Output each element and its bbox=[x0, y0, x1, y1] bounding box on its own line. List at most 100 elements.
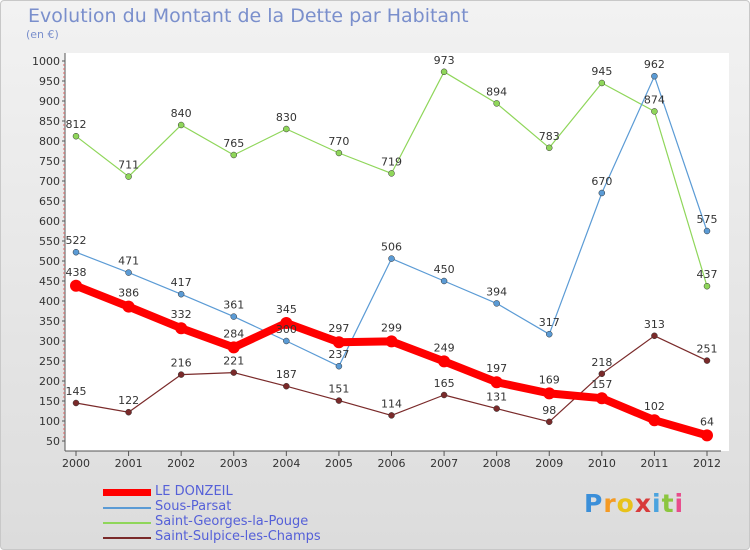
y-tick-label: 700 bbox=[39, 175, 60, 188]
x-tick-label: 2007 bbox=[430, 457, 458, 470]
y-tick-label: 350 bbox=[39, 315, 60, 328]
y-tick-label: 1000 bbox=[32, 55, 60, 68]
data-label: 719 bbox=[381, 155, 402, 168]
data-point bbox=[598, 79, 606, 87]
data-point bbox=[703, 227, 711, 235]
data-point bbox=[385, 335, 398, 348]
x-tick-label: 2005 bbox=[325, 457, 353, 470]
data-label: 249 bbox=[434, 341, 455, 354]
data-label: 765 bbox=[223, 137, 244, 150]
data-point bbox=[598, 189, 606, 197]
data-point bbox=[648, 414, 661, 427]
data-label: 437 bbox=[697, 268, 718, 281]
y-tick-label: 750 bbox=[39, 155, 60, 168]
data-point bbox=[595, 392, 608, 405]
logo-letter: i bbox=[674, 489, 685, 518]
data-label: 221 bbox=[223, 355, 244, 368]
legend-label: LE DONZEIL bbox=[155, 484, 233, 499]
data-label: 64 bbox=[700, 415, 714, 428]
x-tick-label: 2004 bbox=[272, 457, 300, 470]
data-label: 670 bbox=[591, 175, 612, 188]
data-point bbox=[280, 317, 293, 329]
x-tick-label: 2006 bbox=[378, 457, 406, 470]
data-point bbox=[546, 330, 553, 338]
data-label: 131 bbox=[486, 391, 507, 404]
logo-letter: o bbox=[616, 489, 635, 518]
data-point bbox=[546, 418, 553, 426]
data-point bbox=[177, 371, 185, 378]
data-point bbox=[230, 151, 237, 159]
data-point bbox=[335, 149, 343, 157]
data-point bbox=[283, 125, 290, 133]
data-point bbox=[438, 355, 451, 368]
x-tick-label: 2010 bbox=[588, 457, 616, 470]
data-point bbox=[230, 313, 237, 320]
data-point bbox=[227, 341, 240, 354]
data-label: 522 bbox=[66, 234, 87, 247]
data-label: 361 bbox=[223, 299, 244, 312]
x-tick-label: 2011 bbox=[640, 457, 668, 470]
y-tick-label: 450 bbox=[39, 275, 60, 288]
data-point bbox=[651, 72, 658, 80]
data-label: 102 bbox=[644, 400, 665, 413]
data-label: 386 bbox=[118, 287, 139, 300]
data-point bbox=[651, 332, 658, 340]
data-label: 417 bbox=[171, 276, 192, 289]
data-point bbox=[177, 121, 185, 129]
logo-letter: P bbox=[584, 489, 604, 518]
data-point bbox=[440, 277, 448, 285]
logo-letter: t bbox=[661, 489, 675, 518]
data-label: 165 bbox=[434, 377, 455, 390]
data-point bbox=[283, 382, 290, 390]
y-tick-label: 800 bbox=[39, 135, 60, 148]
data-point bbox=[701, 429, 713, 442]
data-point bbox=[125, 269, 132, 276]
y-tick-label: 500 bbox=[39, 255, 60, 268]
data-point bbox=[388, 412, 395, 419]
data-label: 313 bbox=[644, 318, 665, 331]
y-tick-label: 900 bbox=[39, 95, 60, 108]
data-label: 812 bbox=[66, 118, 87, 131]
data-label: 711 bbox=[118, 159, 139, 172]
data-point bbox=[703, 357, 711, 364]
data-label: 575 bbox=[697, 213, 718, 226]
x-tick-label: 2008 bbox=[483, 457, 511, 470]
data-point bbox=[388, 170, 395, 177]
proxiti-logo: Proxiti bbox=[584, 489, 684, 518]
data-point bbox=[388, 255, 395, 262]
data-point bbox=[72, 399, 80, 407]
data-label: 151 bbox=[328, 383, 349, 396]
y-tick-label: 650 bbox=[39, 195, 60, 208]
data-label: 157 bbox=[591, 378, 612, 391]
data-point bbox=[493, 405, 500, 412]
data-label: 187 bbox=[276, 368, 297, 381]
y-tick-label: 200 bbox=[39, 375, 60, 388]
x-tick-label: 2001 bbox=[115, 457, 143, 470]
x-tick-label: 2002 bbox=[167, 457, 195, 470]
data-label: 98 bbox=[542, 404, 556, 417]
data-label: 216 bbox=[171, 357, 192, 370]
data-label: 297 bbox=[328, 322, 349, 335]
data-label: 840 bbox=[171, 107, 192, 120]
data-label: 450 bbox=[434, 263, 455, 276]
x-tick-label: 2000 bbox=[62, 457, 90, 470]
data-label: 506 bbox=[381, 241, 402, 254]
legend-swatch bbox=[103, 522, 151, 524]
data-point bbox=[703, 282, 711, 290]
data-label: 218 bbox=[591, 356, 612, 369]
data-point bbox=[440, 391, 448, 399]
chart-title: Evolution du Montant de la Dette par Hab… bbox=[28, 5, 469, 27]
legend-swatch bbox=[103, 507, 151, 509]
data-point bbox=[440, 68, 448, 76]
y-tick-label: 50 bbox=[46, 435, 60, 448]
logo-letter: x bbox=[634, 489, 652, 518]
data-label: 251 bbox=[697, 343, 718, 356]
data-point bbox=[335, 397, 343, 404]
legend-label: Saint-Sulpice-les-Champs bbox=[155, 529, 321, 544]
data-label: 332 bbox=[171, 308, 192, 321]
data-point bbox=[125, 408, 132, 416]
logo-letter: i bbox=[652, 489, 662, 518]
plot-area bbox=[65, 53, 729, 451]
